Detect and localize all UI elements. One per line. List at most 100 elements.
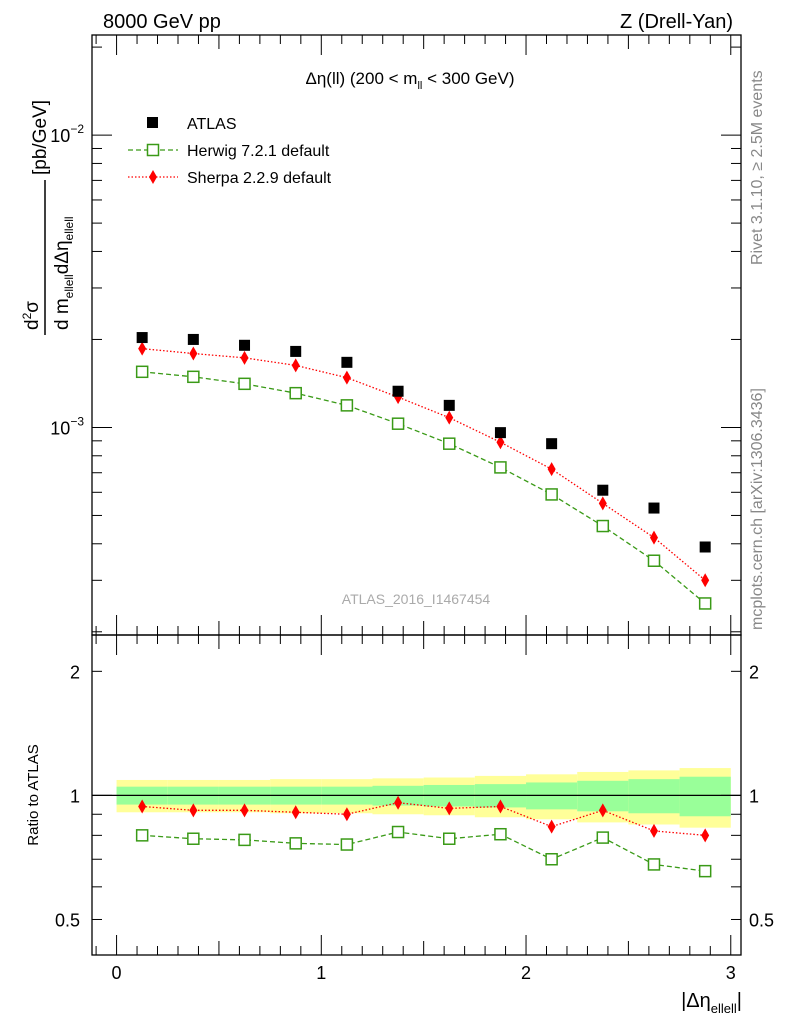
ratio-herwig-point <box>596 831 610 844</box>
ratio-y-tick-label-right: 2 <box>749 662 759 682</box>
ratio-y-tick-label-right: 0.5 <box>749 910 774 930</box>
sherpa-point <box>189 346 198 361</box>
ratio-sherpa-point <box>547 819 556 834</box>
sherpa-point <box>598 496 607 511</box>
sherpa-point <box>138 341 147 356</box>
ratio-y-tick-label-left: 2 <box>70 662 80 682</box>
sherpa-point <box>496 435 505 450</box>
ratio-herwig-point <box>647 858 661 871</box>
herwig-point <box>443 437 456 450</box>
ratio-x-tick-label: 0 <box>112 963 122 983</box>
sherpa-point <box>240 350 249 365</box>
ratio-sherpa-point <box>342 807 351 822</box>
ratio-herwig-point <box>698 864 712 878</box>
rivet-version-label: Rivet 3.1.10, ≥ 2.5M events <box>749 70 766 265</box>
main-y-tick-label: 10−2 <box>50 122 84 146</box>
ratio-sherpa-point <box>138 799 147 814</box>
ratio-x-tick-label: 2 <box>521 963 531 983</box>
mcplots-label: mcplots.cern.ch [arXiv:1306.3436] <box>749 388 766 630</box>
herwig-point <box>545 488 558 501</box>
header-left: 8000 GeV pp <box>103 11 221 33</box>
x-axis-label: |Δηellell| <box>681 990 742 1016</box>
herwig-point <box>647 554 661 567</box>
analysis-watermark: ATLAS_2016_I1467454 <box>342 591 491 607</box>
sherpa-point <box>291 358 300 373</box>
ratio-sherpa-point <box>445 801 454 816</box>
sherpa-point <box>445 410 454 425</box>
header-right: Z (Drell-Yan) <box>620 11 733 33</box>
atlas-point <box>136 332 148 344</box>
herwig-line <box>142 371 706 604</box>
ratio-sherpa-point <box>649 823 658 838</box>
atlas-point <box>699 541 711 553</box>
atlas-point <box>239 339 251 351</box>
ratio-herwig-point <box>135 829 149 842</box>
atlas-point <box>341 356 353 368</box>
ratio-herwig-point <box>187 832 200 845</box>
ratio-herwig-point <box>289 837 302 850</box>
legend-marker-herwig <box>146 143 160 157</box>
herwig-point <box>494 461 507 474</box>
ratio-herwig-point <box>545 852 558 866</box>
ratio-herwig-point <box>238 833 251 847</box>
ratio-y-tick-label-right: 1 <box>749 786 759 806</box>
ratio-band-inner-bin <box>628 779 680 814</box>
herwig-point <box>289 386 302 400</box>
atlas-point <box>290 345 302 357</box>
herwig-point <box>698 597 712 610</box>
atlas-point <box>546 438 558 450</box>
y-label-numerator: d2σ <box>20 301 43 330</box>
ratio-band-inner-bin <box>679 776 731 817</box>
herwig-point <box>340 399 354 412</box>
herwig-point <box>187 370 200 384</box>
atlas-point <box>597 484 609 496</box>
sherpa-line <box>142 348 706 581</box>
legend-marker-atlas <box>147 117 158 128</box>
y-label-denominator: d mellelldΔηellell <box>52 216 76 330</box>
ratio-x-tick-label: 1 <box>316 963 326 983</box>
atlas-point <box>443 399 455 411</box>
legend-label-atlas: ATLAS <box>187 116 237 133</box>
ratio-y-tick-label-left: 1 <box>70 786 80 806</box>
main-panel-series <box>135 332 712 610</box>
sherpa-point <box>547 462 556 477</box>
ratio-sherpa-point <box>701 828 710 843</box>
atlas-point <box>648 502 660 514</box>
sherpa-point <box>342 370 351 385</box>
atlas-point <box>494 427 506 439</box>
herwig-point <box>135 365 149 379</box>
ratio-herwig-line <box>142 831 706 872</box>
ratio-sherpa-point <box>598 803 607 818</box>
legend: ATLAS Herwig 7.2.1 default Sherpa 2.2.9 … <box>128 116 332 187</box>
ratio-herwig-point <box>391 825 405 839</box>
ratio-sherpa-point <box>394 795 403 810</box>
ratio-panel-series <box>135 795 712 878</box>
main-y-tick-label: 10−3 <box>50 414 84 438</box>
plot-title: Δη(ll) (200 < mll < 300 GeV) <box>305 69 514 92</box>
sherpa-point <box>701 573 710 588</box>
atlas-point <box>392 385 404 397</box>
herwig-point <box>596 519 610 533</box>
ratio-uncertainty-bands <box>92 768 741 828</box>
sherpa-point <box>649 530 658 545</box>
ratio-y-axis-label: Ratio to ATLAS <box>25 744 42 845</box>
y-label-unit: [pb/GeV] <box>30 100 51 175</box>
ratio-sherpa-point <box>240 803 249 818</box>
ratio-herwig-point <box>494 827 507 841</box>
ratio-y-tick-label-left: 0.5 <box>55 910 80 930</box>
ratio-sherpa-point <box>291 805 300 820</box>
legend-label-sherpa: Sherpa 2.2.9 default <box>187 170 332 187</box>
atlas-point <box>187 333 199 345</box>
ratio-sherpa-point <box>496 799 505 814</box>
ratio-x-tick-label: 3 <box>726 963 736 983</box>
herwig-point <box>391 417 405 430</box>
ratio-herwig-point <box>340 838 354 851</box>
herwig-point <box>238 377 251 391</box>
ratio-herwig-point <box>443 832 456 845</box>
legend-marker-sherpa <box>149 170 157 184</box>
legend-label-herwig: Herwig 7.2.1 default <box>187 143 330 160</box>
ratio-panel-axes: 0.5 0.5 1 1 2 2 0 1 2 3 <box>55 634 774 983</box>
ratio-sherpa-point <box>189 803 198 818</box>
main-y-axis-label: d2σ d mellelldΔηellell [pb/GeV] <box>20 100 76 335</box>
